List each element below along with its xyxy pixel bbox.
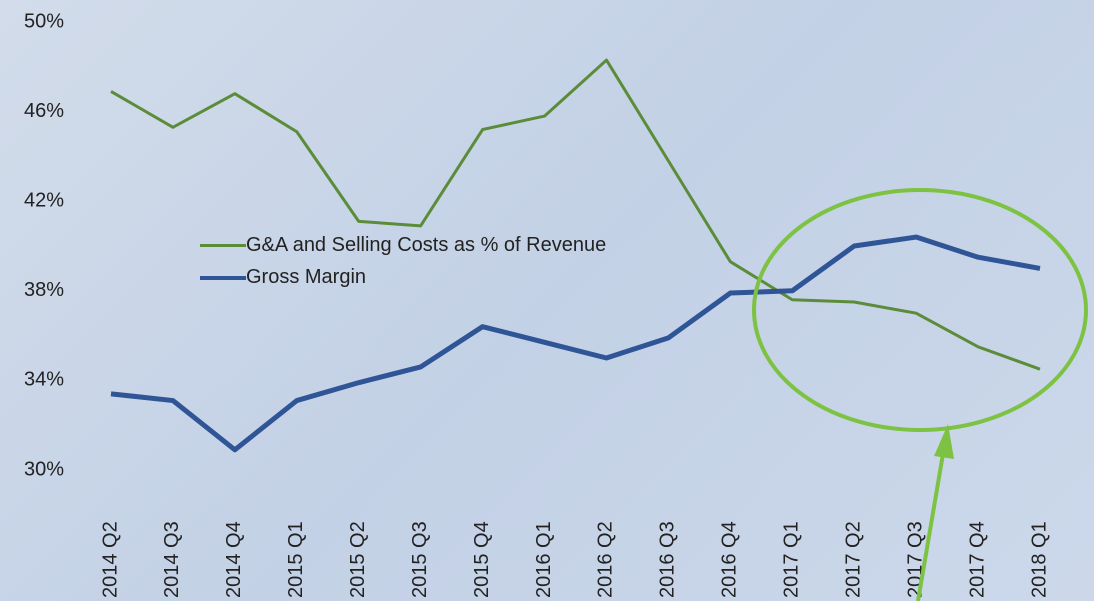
plot: 30% 34% 38% 42% 46% 50% 2014 Q2 2014 Q3 2014 Q4 2… (24, 10, 1050, 598)
y-tick-label: 30% (24, 458, 64, 480)
x-tick-label: 2015 Q4 (471, 521, 493, 598)
x-tick-label: 2014 Q4 (223, 521, 245, 598)
y-tick-label: 50% (24, 10, 64, 32)
legend-swatch (200, 276, 246, 280)
x-tick-label: 2016 Q4 (719, 521, 741, 598)
y-tick-label: 34% (24, 369, 64, 391)
x-tick-label: 2016 Q3 (657, 521, 679, 598)
series-line (110, 58, 1041, 371)
series-line (110, 234, 1041, 453)
legend-swatch (200, 244, 246, 247)
legend-item: G&A and Selling Costs as % of Revenue (200, 234, 666, 256)
x-tick-label: 2015 Q1 (285, 521, 307, 598)
legend-label: G&A and Selling Costs as % of Revenue (246, 234, 607, 256)
arrow-head (934, 424, 954, 459)
highlight-ellipse (752, 188, 1088, 432)
y-tick-label: 38% (24, 279, 64, 301)
arrow-shaft (916, 447, 946, 601)
legend-label: Gross Margin (246, 266, 367, 288)
y-tick-label: 42% (24, 189, 64, 211)
y-tick-label: 46% (24, 100, 64, 122)
x-tick-label: 2017 Q4 (966, 521, 988, 598)
x-tick-label: 2016 Q2 (595, 521, 617, 598)
x-tick-label: 2016 Q1 (533, 521, 555, 598)
x-tick-label: 2017 Q1 (781, 521, 803, 598)
x-tick-label: 2014 Q2 (99, 521, 121, 598)
x-tick-label: 2018 Q1 (1028, 521, 1050, 598)
legend-item: Gross Margin (200, 266, 666, 288)
x-tick-label: 2015 Q2 (347, 521, 369, 598)
x-tick-label: 2015 Q3 (409, 521, 431, 598)
x-tick-label: 2014 Q3 (161, 521, 183, 598)
legend: G&A and Selling Costs as % of Revenue Gr… (200, 234, 666, 288)
x-tick-label: 2017 Q2 (842, 521, 864, 598)
